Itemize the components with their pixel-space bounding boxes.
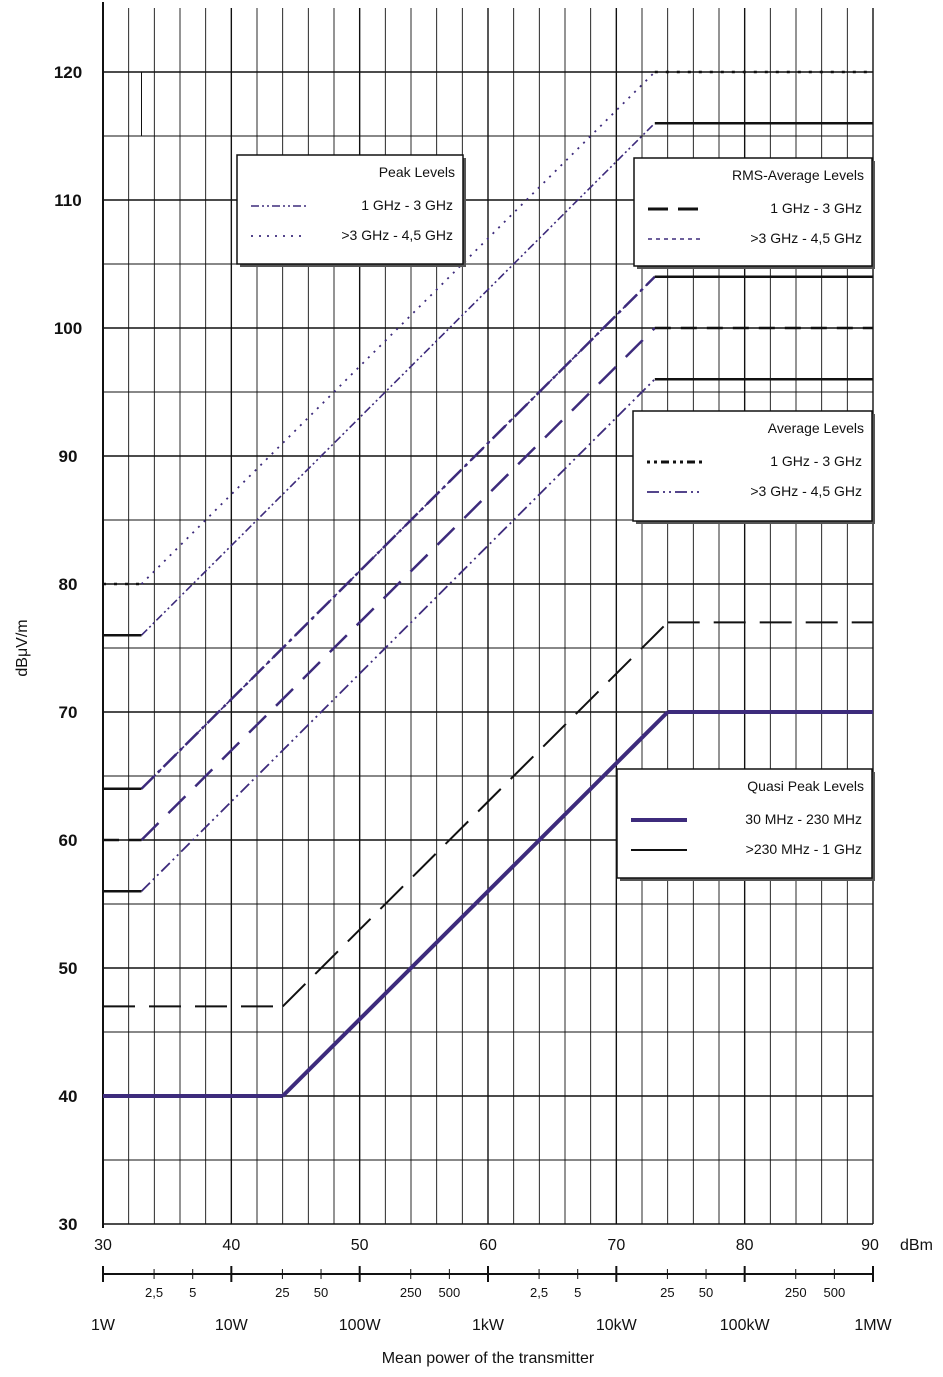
power-major-label: 10kW xyxy=(596,1317,638,1334)
power-minor-label: 500 xyxy=(824,1285,846,1300)
legend-title: Peak Levels xyxy=(379,164,455,180)
power-minor-label: 50 xyxy=(314,1285,328,1300)
legend-item: 1 GHz - 3 GHz xyxy=(770,200,862,216)
power-major-label: 1W xyxy=(91,1317,116,1334)
power-major-label: 10W xyxy=(215,1317,249,1334)
power-minor-label: 500 xyxy=(439,1285,461,1300)
legend-title: Average Levels xyxy=(768,420,864,436)
x-tick-label: 30 xyxy=(94,1237,112,1254)
y-tick-label: 40 xyxy=(59,1087,78,1106)
legend-item: >3 GHz - 4,5 GHz xyxy=(341,227,453,243)
power-minor-label: 25 xyxy=(660,1285,674,1300)
power-minor-label: 250 xyxy=(785,1285,807,1300)
legend-title: RMS-Average Levels xyxy=(732,167,864,183)
power-minor-label: 5 xyxy=(189,1285,196,1300)
series-line xyxy=(281,710,670,1098)
x-unit-label: dBm xyxy=(900,1237,933,1254)
legend-frame xyxy=(616,768,873,879)
y-tick-label: 80 xyxy=(59,575,78,594)
power-minor-label: 5 xyxy=(574,1285,581,1300)
legend-box: Quasi Peak Levels 30 MHz - 230 MHz >230 MH… xyxy=(616,768,875,881)
power-minor-label: 50 xyxy=(699,1285,713,1300)
series-line xyxy=(140,378,656,892)
power-minor-label: 2,5 xyxy=(530,1285,548,1300)
axis-ticks: 30 40 50 60 70 80 90 100 110 120 30 40 50 60 70 80 90 1W 1… xyxy=(54,63,893,1334)
y-tick-label: 50 xyxy=(59,959,78,978)
legend-title: Quasi Peak Levels xyxy=(747,778,864,794)
y-tick-label: 90 xyxy=(59,447,78,466)
x-tick-label: 60 xyxy=(479,1237,497,1254)
y-tick-label: 70 xyxy=(59,703,78,722)
legend-box: Average Levels 1 GHz - 3 GHz >3 GHz - 4,5 … xyxy=(632,410,875,524)
series-line xyxy=(140,327,656,841)
series-line xyxy=(281,621,669,1008)
legend-item: >3 GHz - 4,5 GHz xyxy=(750,483,862,499)
series-line xyxy=(140,276,656,790)
legend-box: RMS-Average Levels 1 GHz - 3 GHz >3 GHz - … xyxy=(633,157,875,269)
power-minor-label: 25 xyxy=(275,1285,289,1300)
legend-item: >230 MHz - 1 GHz xyxy=(746,841,862,857)
series-line xyxy=(140,275,656,790)
y-tick-label: 100 xyxy=(54,319,82,338)
inset-box xyxy=(102,71,142,137)
x-tick-label: 50 xyxy=(351,1237,369,1254)
legend-item: >3 GHz - 4,5 GHz xyxy=(750,230,862,246)
x-axis-label: Mean power of the transmitter xyxy=(382,1350,595,1367)
y-tick-label: 120 xyxy=(54,63,82,82)
series-line xyxy=(140,71,656,585)
legend-item: 1 GHz - 3 GHz xyxy=(361,197,453,213)
x-tick-label: 90 xyxy=(861,1237,879,1254)
power-major-label: 100kW xyxy=(720,1317,771,1334)
y-tick-label: 60 xyxy=(59,831,78,850)
power-major-label: 1kW xyxy=(472,1317,505,1334)
series-line xyxy=(140,122,656,636)
y-axis-label: dBμV/m xyxy=(14,619,31,676)
legend-frame xyxy=(236,154,464,265)
x-tick-label: 40 xyxy=(222,1237,240,1254)
legend-item: 1 GHz - 3 GHz xyxy=(770,453,862,469)
y-tick-label: 30 xyxy=(59,1215,78,1234)
power-major-label: 100W xyxy=(339,1317,382,1334)
x-tick-label: 80 xyxy=(736,1237,754,1254)
legend-box: Peak Levels 1 GHz - 3 GHz >3 GHz - 4,5 GHz xyxy=(236,154,466,267)
legends: Peak Levels 1 GHz - 3 GHz >3 GHz - 4,5 GHz… xyxy=(236,154,875,881)
legend-frame xyxy=(633,157,873,267)
power-minor-label: 250 xyxy=(400,1285,422,1300)
x-tick-label: 70 xyxy=(607,1237,625,1254)
power-major-label: 1MW xyxy=(854,1317,892,1334)
legend-frame xyxy=(632,410,873,522)
y-tick-label: 110 xyxy=(54,191,81,210)
legend-item: 30 MHz - 230 MHz xyxy=(745,811,862,827)
power-minor-label: 2,5 xyxy=(145,1285,163,1300)
series-curves xyxy=(103,70,873,1098)
